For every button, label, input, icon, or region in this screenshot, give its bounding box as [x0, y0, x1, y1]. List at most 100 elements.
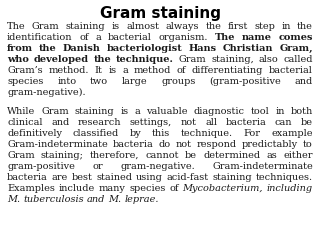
Text: from: from: [7, 44, 33, 53]
Text: is: is: [108, 66, 116, 75]
Text: Examples: Examples: [7, 184, 55, 193]
Text: research: research: [78, 118, 121, 127]
Text: best: best: [72, 173, 92, 182]
Text: bacteria: bacteria: [7, 173, 48, 182]
Text: bacteria: bacteria: [226, 118, 267, 127]
Text: differentiating: differentiating: [192, 66, 263, 75]
Text: While: While: [7, 107, 35, 116]
Text: technique.: technique.: [181, 129, 233, 138]
Text: including: including: [267, 184, 313, 193]
Text: Hans: Hans: [189, 44, 217, 53]
Text: is: is: [120, 107, 129, 116]
Text: bacteria: bacteria: [113, 140, 154, 149]
Text: large: large: [122, 77, 148, 86]
Text: step: step: [254, 22, 275, 31]
Text: diagnostic: diagnostic: [194, 107, 245, 116]
Text: first: first: [228, 22, 248, 31]
Text: of: of: [177, 66, 186, 75]
Text: definitively: definitively: [7, 129, 62, 138]
Text: The: The: [7, 22, 26, 31]
Text: be: be: [185, 151, 197, 160]
Text: either: either: [284, 151, 313, 160]
Text: gram-positive: gram-positive: [7, 162, 75, 171]
Text: acid-fast: acid-fast: [167, 173, 209, 182]
Text: classified: classified: [73, 129, 119, 138]
Text: Gram’s: Gram’s: [7, 66, 43, 75]
Text: staining: staining: [212, 173, 252, 182]
Text: respond: respond: [197, 140, 237, 149]
Text: M.: M.: [7, 195, 20, 204]
Text: therefore,: therefore,: [90, 151, 139, 160]
Text: Mycobacterium,: Mycobacterium,: [183, 184, 263, 193]
Text: a: a: [134, 107, 140, 116]
Text: are: are: [52, 173, 68, 182]
Text: predictably: predictably: [242, 140, 298, 149]
Text: technique.: technique.: [116, 55, 174, 64]
Text: comes: comes: [278, 33, 313, 42]
Text: almost: almost: [126, 22, 159, 31]
Text: called: called: [284, 55, 313, 64]
Text: staining,: staining,: [211, 55, 254, 64]
Text: two: two: [90, 77, 108, 86]
Text: name: name: [242, 33, 272, 42]
Text: stained: stained: [96, 173, 132, 182]
Text: Christian: Christian: [223, 44, 273, 53]
Text: all: all: [205, 118, 217, 127]
Text: method.: method.: [48, 66, 89, 75]
Text: Gram: Gram: [41, 107, 69, 116]
Text: staining: staining: [66, 22, 106, 31]
Text: who: who: [7, 55, 29, 64]
Text: this: this: [152, 129, 170, 138]
Text: be: be: [301, 118, 313, 127]
Text: leprae.: leprae.: [125, 195, 159, 204]
Text: as: as: [267, 151, 277, 160]
Text: groups: groups: [161, 77, 196, 86]
Text: include: include: [59, 184, 95, 193]
Text: of: of: [79, 33, 89, 42]
Text: bacterial: bacterial: [269, 66, 313, 75]
Text: always: always: [165, 22, 199, 31]
Text: method: method: [134, 66, 171, 75]
Text: The: The: [215, 33, 235, 42]
Text: in: in: [276, 107, 285, 116]
Text: Gram,: Gram,: [279, 44, 313, 53]
Text: determined: determined: [203, 151, 260, 160]
Text: identification: identification: [7, 33, 73, 42]
Text: using: using: [136, 173, 163, 182]
Text: settings,: settings,: [130, 118, 172, 127]
Text: to: to: [303, 140, 313, 149]
Text: Danish: Danish: [63, 44, 101, 53]
Text: a: a: [95, 33, 101, 42]
Text: It: It: [95, 66, 102, 75]
Text: Gram: Gram: [179, 55, 206, 64]
Text: gram-negative).: gram-negative).: [7, 88, 86, 97]
Text: staining: staining: [75, 107, 115, 116]
Text: do: do: [159, 140, 171, 149]
Text: clinical: clinical: [7, 118, 43, 127]
Text: tool: tool: [251, 107, 269, 116]
Text: or: or: [92, 162, 103, 171]
Text: can: can: [275, 118, 292, 127]
Text: species: species: [7, 77, 44, 86]
Text: Gram: Gram: [7, 151, 35, 160]
Text: a: a: [122, 66, 128, 75]
Text: is: is: [112, 22, 120, 31]
Text: Gram staining: Gram staining: [100, 6, 220, 21]
Text: and: and: [87, 195, 105, 204]
Text: cannot: cannot: [146, 151, 179, 160]
Text: and: and: [51, 118, 69, 127]
Text: example: example: [271, 129, 313, 138]
Text: developed: developed: [34, 55, 89, 64]
Text: also: also: [259, 55, 279, 64]
Text: in: in: [281, 22, 291, 31]
Text: gram-negative.: gram-negative.: [120, 162, 195, 171]
Text: not: not: [176, 140, 192, 149]
Text: techniques.: techniques.: [256, 173, 313, 182]
Text: valuable: valuable: [146, 107, 188, 116]
Text: Gram-indeterminate: Gram-indeterminate: [212, 162, 313, 171]
Text: organism.: organism.: [158, 33, 208, 42]
Text: bacterial: bacterial: [108, 33, 152, 42]
Text: (gram-positive: (gram-positive: [209, 77, 281, 86]
Text: into: into: [57, 77, 76, 86]
Text: M.: M.: [108, 195, 122, 204]
